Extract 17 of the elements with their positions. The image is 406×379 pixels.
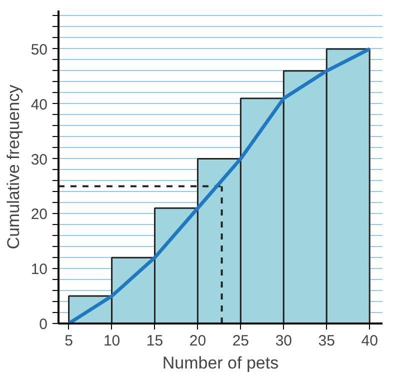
- x-tick-label: 10: [103, 332, 120, 350]
- y-axis-title: Cumulative frequency: [4, 84, 23, 250]
- x-tick-label: 35: [318, 332, 335, 350]
- x-tick-label: 30: [275, 332, 292, 350]
- x-tick-label: 25: [232, 332, 250, 350]
- x-tick-label: 15: [146, 332, 164, 350]
- x-tick-label: 5: [64, 332, 73, 350]
- x-axis-title: Number of pets: [162, 354, 279, 372]
- x-tick-label: 40: [361, 332, 378, 350]
- y-tick-label: 10: [30, 261, 48, 278]
- y-tick-label: 40: [30, 96, 48, 114]
- x-tick-label: 20: [189, 332, 206, 350]
- y-tick-label: 0: [39, 316, 48, 333]
- y-tick-label: 20: [30, 206, 48, 224]
- y-tick-label: 30: [30, 151, 48, 168]
- y-tick-label: 50: [30, 41, 48, 58]
- line-series: [67, 47, 372, 324]
